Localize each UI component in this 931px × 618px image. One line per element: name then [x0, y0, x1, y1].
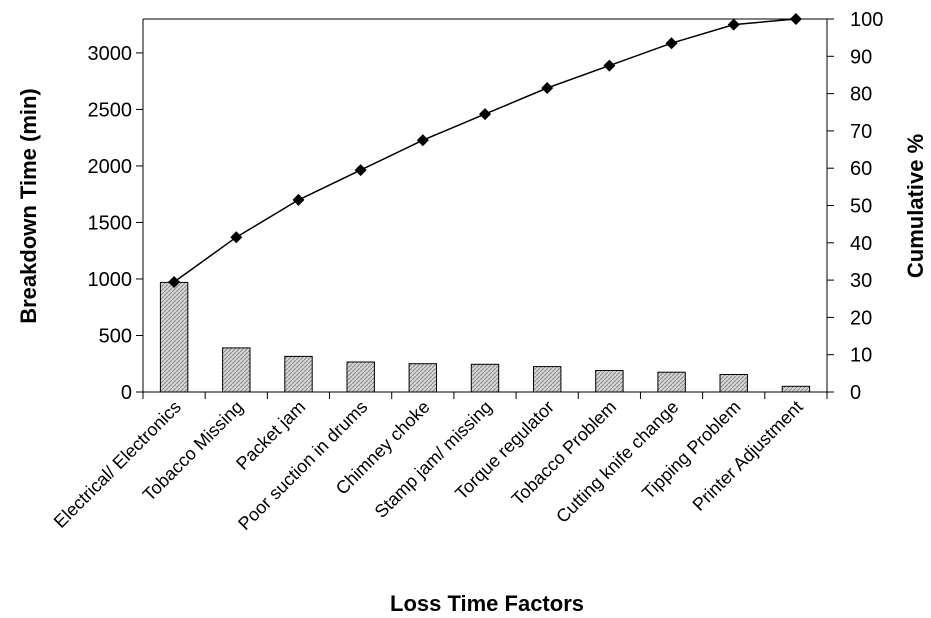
cumulative-point-0: [168, 275, 181, 288]
cumulative-point-3: [354, 164, 367, 177]
bar-9: [719, 374, 748, 393]
left-axis: 0 500 1000 1500 2000 2500 3000: [88, 19, 144, 404]
right-tick-label-8: 80: [850, 84, 872, 106]
cumulative-point-10: [789, 13, 802, 25]
category-label-5: Stamp jam/ missing: [371, 397, 496, 522]
bar-6: [533, 366, 562, 393]
category-label-10: Printer Adjustment: [689, 397, 807, 515]
left-tick-label-5: 2500: [88, 99, 133, 121]
left-tick-label-3: 1500: [88, 212, 133, 234]
bar-3: [346, 361, 375, 393]
cumulative-point-1: [230, 231, 243, 244]
bar-10: [781, 385, 811, 393]
cumulative-point-8: [665, 37, 678, 50]
bar-0: [159, 281, 189, 393]
category-label-7: Tobacco Problem: [508, 397, 620, 509]
right-tick-label-0: 0: [850, 382, 861, 404]
left-tick-label-1: 500: [99, 325, 132, 347]
right-tick-label-3: 30: [850, 270, 872, 292]
bar-4: [408, 363, 438, 393]
cumulative-point-5: [479, 108, 491, 121]
right-tick-label-10: 100: [850, 9, 883, 31]
right-tick-label-1: 10: [850, 345, 872, 367]
y-axis-title: Breakdown Time (min): [16, 88, 41, 324]
left-tick-label-6: 3000: [88, 43, 133, 65]
bar-7: [595, 370, 624, 393]
x-axis-title: Loss Time Factors: [390, 591, 584, 616]
left-tick-label-2: 1000: [88, 269, 133, 291]
bar-8: [657, 371, 686, 393]
right-tick-label-9: 90: [850, 46, 872, 68]
cumulative-point-9: [727, 18, 740, 31]
bar-1: [222, 347, 251, 393]
category-label-8: Cutting knife change: [552, 397, 682, 527]
cumulative-point-6: [541, 82, 554, 95]
bars-group: [159, 281, 811, 393]
bar-5: [470, 363, 500, 393]
right-tick-label-7: 70: [850, 121, 872, 143]
cumulative-line: [173, 18, 796, 283]
right-tick-label-6: 60: [850, 158, 872, 180]
left-tick-label-4: 2000: [88, 156, 133, 178]
right-tick-label-2: 20: [850, 307, 872, 329]
y2-axis-title: Cumulative %: [903, 134, 928, 278]
bar-2: [284, 355, 313, 393]
right-axis: 0 10 20 30 40 50 60 70 80 90 100: [826, 9, 883, 404]
cumulative-line-group: [168, 13, 802, 288]
cumulative-point-7: [603, 59, 616, 72]
right-tick-label-5: 50: [850, 196, 872, 218]
right-tick-label-4: 40: [850, 233, 872, 255]
cumulative-point-2: [292, 193, 305, 206]
left-tick-label-0: 0: [121, 382, 132, 404]
cumulative-point-4: [416, 134, 429, 147]
